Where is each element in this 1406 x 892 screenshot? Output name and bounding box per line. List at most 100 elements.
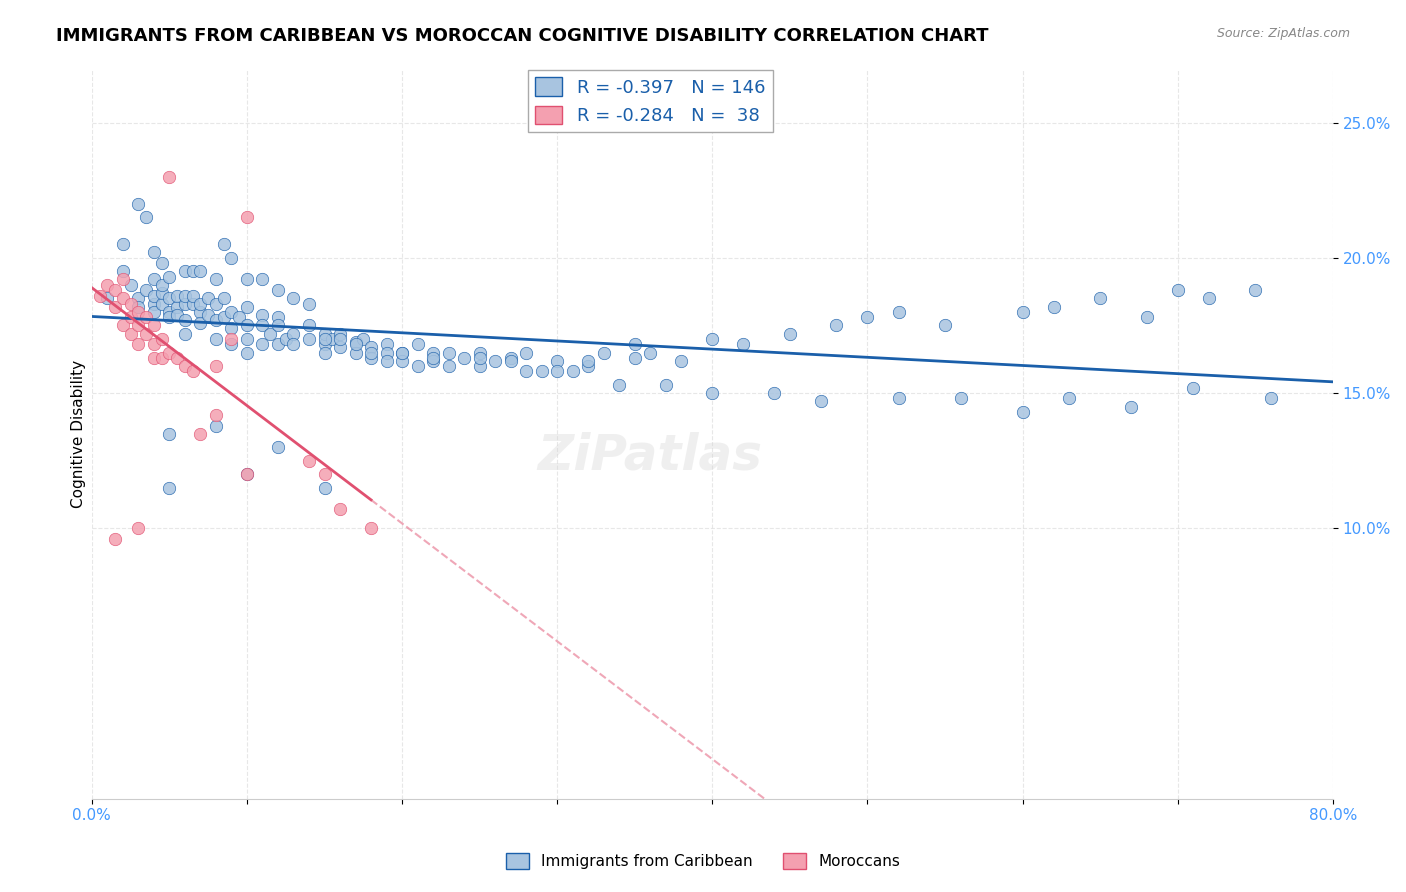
Point <box>298 332 321 346</box>
Point <box>314 467 336 482</box>
Point <box>640 345 662 359</box>
Point <box>173 313 195 327</box>
Point <box>314 337 336 351</box>
Point <box>375 337 398 351</box>
Point <box>150 256 173 270</box>
Point <box>181 264 204 278</box>
Point <box>298 318 321 333</box>
Point <box>344 334 367 349</box>
Point <box>267 337 290 351</box>
Point <box>190 297 212 311</box>
Point <box>157 310 180 325</box>
Point <box>135 326 157 341</box>
Point <box>934 318 956 333</box>
Point <box>190 305 212 319</box>
Point <box>142 351 165 365</box>
Point <box>671 353 693 368</box>
Point <box>1244 283 1267 297</box>
Point <box>157 345 180 359</box>
Point <box>1121 400 1143 414</box>
Point <box>111 318 134 333</box>
Point <box>190 426 212 441</box>
Point <box>96 292 118 306</box>
Point <box>810 394 832 409</box>
Point <box>546 353 568 368</box>
Point <box>314 326 336 341</box>
Point <box>135 283 157 297</box>
Point <box>120 310 142 325</box>
Point <box>221 251 243 265</box>
Point <box>221 332 243 346</box>
Point <box>236 332 259 346</box>
Point <box>655 378 678 392</box>
Point <box>267 318 290 333</box>
Point <box>150 285 173 300</box>
Point <box>104 300 127 314</box>
Point <box>142 297 165 311</box>
Point <box>515 345 537 359</box>
Point <box>375 345 398 359</box>
Point <box>321 332 343 346</box>
Point <box>142 305 165 319</box>
Point <box>274 332 297 346</box>
Point <box>949 392 972 406</box>
Point <box>111 237 134 252</box>
Text: Source: ZipAtlas.com: Source: ZipAtlas.com <box>1216 27 1350 40</box>
Point <box>267 440 290 454</box>
Point <box>166 308 188 322</box>
Point <box>763 386 786 401</box>
Point <box>236 467 259 482</box>
Point <box>360 521 382 535</box>
Point <box>127 196 149 211</box>
Point <box>259 326 281 341</box>
Point <box>484 353 506 368</box>
Point <box>499 351 522 365</box>
Point <box>173 264 195 278</box>
Point <box>468 359 491 373</box>
Point <box>592 345 614 359</box>
Point <box>104 532 127 546</box>
Point <box>546 364 568 378</box>
Point <box>205 418 228 433</box>
Point <box>111 272 134 286</box>
Point <box>150 297 173 311</box>
Point <box>181 297 204 311</box>
Point <box>576 359 599 373</box>
Point <box>375 353 398 368</box>
Point <box>135 310 157 325</box>
Point <box>221 337 243 351</box>
Point <box>298 453 321 467</box>
Point <box>111 34 134 48</box>
Point <box>111 264 134 278</box>
Point <box>329 326 352 341</box>
Point <box>453 351 475 365</box>
Point <box>1182 381 1205 395</box>
Legend: Immigrants from Caribbean, Moroccans: Immigrants from Caribbean, Moroccans <box>499 847 907 875</box>
Point <box>360 340 382 354</box>
Point <box>96 277 118 292</box>
Point <box>406 337 429 351</box>
Point <box>104 283 127 297</box>
Point <box>150 332 173 346</box>
Point <box>561 364 583 378</box>
Point <box>157 169 180 184</box>
Point <box>150 351 173 365</box>
Point <box>252 337 274 351</box>
Point <box>236 467 259 482</box>
Y-axis label: Cognitive Disability: Cognitive Disability <box>72 359 86 508</box>
Point <box>173 297 195 311</box>
Point <box>197 292 219 306</box>
Point <box>205 408 228 422</box>
Point <box>212 292 235 306</box>
Point <box>283 292 305 306</box>
Point <box>406 359 429 373</box>
Point <box>887 392 910 406</box>
Point <box>825 318 848 333</box>
Point <box>607 378 630 392</box>
Point <box>111 292 134 306</box>
Point <box>166 300 188 314</box>
Point <box>252 308 274 322</box>
Point <box>157 305 180 319</box>
Point <box>142 245 165 260</box>
Point <box>623 351 645 365</box>
